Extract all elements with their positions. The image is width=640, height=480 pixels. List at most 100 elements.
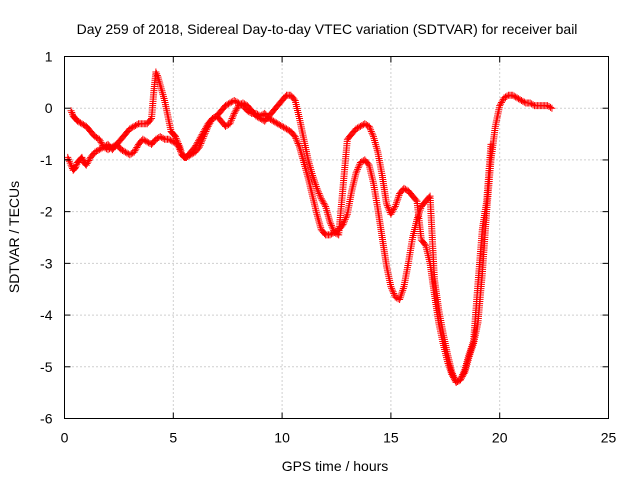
data-point: [228, 115, 236, 123]
data-point: [108, 143, 116, 151]
data-point: [71, 164, 79, 172]
data-point: [316, 220, 324, 228]
data-point: [269, 117, 277, 125]
data-point: [502, 93, 510, 101]
data-point: [452, 378, 460, 386]
data-point: [175, 144, 183, 152]
data-point: [272, 119, 280, 127]
y-tick-label: 1: [45, 49, 53, 65]
data-point: [320, 199, 328, 207]
data-point: [188, 150, 196, 158]
data-point: [131, 147, 139, 155]
data-point: [232, 97, 240, 105]
data-point: [76, 119, 84, 127]
x-tick-label: 0: [61, 430, 69, 446]
data-point: [156, 133, 164, 141]
data-point: [68, 109, 76, 117]
data-point: [399, 286, 407, 294]
data-point: [460, 367, 468, 375]
y-tick-label: 0: [45, 100, 53, 116]
data-point: [449, 372, 457, 380]
data-point: [314, 188, 322, 196]
data-point: [390, 204, 398, 212]
data-point: [315, 216, 323, 224]
data-point: [275, 121, 283, 129]
data-point: [528, 100, 536, 108]
data-point: [371, 138, 379, 146]
data-point: [529, 101, 537, 109]
data-point: [364, 160, 372, 168]
data-point: [327, 220, 335, 228]
y-tick-labels: -6 -5 -4 -3 -2 -1 0 1: [40, 49, 53, 427]
data-point: [239, 99, 247, 107]
data-point: [297, 149, 305, 157]
data-point: [171, 133, 179, 141]
data-point: [353, 167, 361, 175]
data-point: [450, 374, 458, 382]
y-tick-label: -2: [40, 204, 53, 220]
data-point: [355, 162, 363, 170]
data-point: [120, 147, 128, 155]
data-point: [365, 122, 373, 130]
data-point: [252, 112, 260, 120]
data-point: [129, 123, 137, 131]
data-point: [119, 146, 127, 154]
data-point: [207, 118, 215, 126]
data-point: [313, 184, 321, 192]
data-point: [412, 196, 420, 204]
y-tick-label: -4: [40, 307, 53, 323]
data-point: [174, 142, 182, 150]
data-point: [313, 212, 321, 220]
x-tick-label: 25: [601, 430, 617, 446]
data-point: [390, 206, 398, 214]
data-point: [398, 288, 406, 296]
data-point: [84, 158, 92, 166]
data-point: [326, 231, 334, 239]
data-point: [227, 116, 235, 124]
data-point: [457, 374, 465, 382]
data-point: [319, 198, 327, 206]
data-point: [362, 121, 370, 129]
data-point: [231, 108, 239, 116]
data-point: [133, 121, 141, 129]
data-point: [204, 122, 212, 130]
data-point: [142, 137, 150, 145]
data-point: [126, 125, 134, 133]
data-point: [545, 102, 553, 110]
data-point: [95, 135, 103, 143]
data-point: [352, 169, 360, 177]
data-point: [160, 95, 168, 103]
data-point: [174, 140, 182, 148]
data-point: [196, 141, 204, 149]
data-point: [373, 146, 381, 154]
data-point: [517, 96, 525, 104]
data-point: [343, 212, 351, 220]
data-point: [459, 369, 467, 377]
data-point: [340, 219, 348, 227]
data-point: [448, 371, 456, 379]
data-point: [117, 146, 125, 154]
data-point: [372, 142, 380, 150]
data-point: [323, 208, 331, 216]
data-point: [388, 284, 396, 292]
data-point: [297, 147, 305, 155]
data-point: [223, 121, 231, 129]
y-tick-label: -1: [40, 152, 53, 168]
data-point: [384, 203, 392, 211]
data-point: [310, 177, 318, 185]
data-point: [159, 134, 167, 142]
data-point: [105, 145, 113, 153]
data-point: [457, 376, 465, 384]
data-point: [255, 114, 263, 122]
data-point: [520, 98, 528, 106]
data-point: [315, 218, 323, 226]
data-point: [107, 144, 115, 152]
data-point: [127, 124, 135, 132]
data-point: [295, 141, 303, 149]
data-point: [176, 146, 184, 154]
data-point: [277, 121, 285, 129]
data-point: [510, 92, 518, 100]
x-axis-label: GPS time / hours: [282, 458, 389, 474]
grid-lines: [64, 56, 609, 419]
data-point: [315, 190, 323, 198]
